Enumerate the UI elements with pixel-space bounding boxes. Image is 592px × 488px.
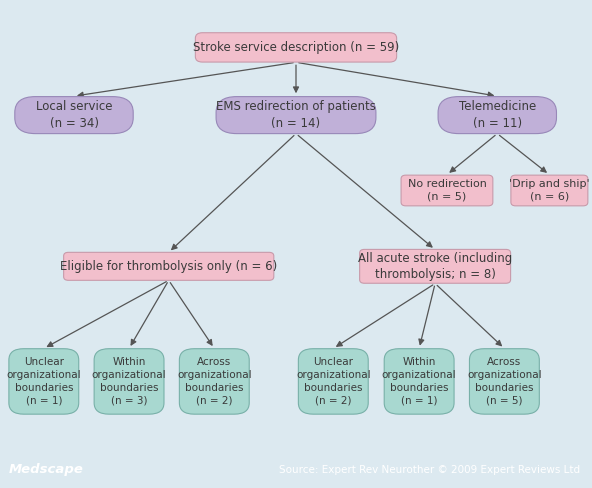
FancyBboxPatch shape	[401, 175, 493, 206]
FancyBboxPatch shape	[64, 252, 274, 280]
FancyBboxPatch shape	[9, 349, 79, 414]
Text: Across
organizational
boundaries
(n = 2): Across organizational boundaries (n = 2)	[177, 357, 252, 406]
FancyBboxPatch shape	[384, 349, 454, 414]
Text: Source: Expert Rev Neurother © 2009 Expert Reviews Ltd: Source: Expert Rev Neurother © 2009 Expe…	[279, 465, 580, 475]
Text: Telemedicine
(n = 11): Telemedicine (n = 11)	[459, 101, 536, 130]
Text: 'Drip and ship'
(n = 6): 'Drip and ship' (n = 6)	[509, 179, 590, 202]
FancyBboxPatch shape	[179, 349, 249, 414]
Text: Within
organizational
boundaries
(n = 1): Within organizational boundaries (n = 1)	[382, 357, 456, 406]
FancyBboxPatch shape	[469, 349, 539, 414]
FancyBboxPatch shape	[298, 349, 368, 414]
Text: All acute stroke (including
thrombolysis; n = 8): All acute stroke (including thrombolysis…	[358, 252, 512, 281]
Text: Medscape: Medscape	[9, 463, 83, 476]
Text: No redirection
(n = 5): No redirection (n = 5)	[407, 179, 487, 202]
Text: Across
organizational
boundaries
(n = 5): Across organizational boundaries (n = 5)	[467, 357, 542, 406]
FancyBboxPatch shape	[438, 97, 556, 134]
Text: Eligible for thrombolysis only (n = 6): Eligible for thrombolysis only (n = 6)	[60, 260, 277, 273]
Text: Unclear
organizational
boundaries
(n = 1): Unclear organizational boundaries (n = 1…	[7, 357, 81, 406]
FancyBboxPatch shape	[15, 97, 133, 134]
Text: Unclear
organizational
boundaries
(n = 2): Unclear organizational boundaries (n = 2…	[296, 357, 371, 406]
FancyBboxPatch shape	[511, 175, 588, 206]
FancyBboxPatch shape	[216, 97, 376, 134]
Text: Local service
(n = 34): Local service (n = 34)	[36, 101, 112, 130]
FancyBboxPatch shape	[360, 249, 510, 283]
Text: Stroke service description (n = 59): Stroke service description (n = 59)	[193, 41, 399, 54]
FancyBboxPatch shape	[94, 349, 164, 414]
FancyBboxPatch shape	[195, 33, 397, 62]
Text: Within
organizational
boundaries
(n = 3): Within organizational boundaries (n = 3)	[92, 357, 166, 406]
Text: EMS redirection of patients
(n = 14): EMS redirection of patients (n = 14)	[216, 101, 376, 130]
